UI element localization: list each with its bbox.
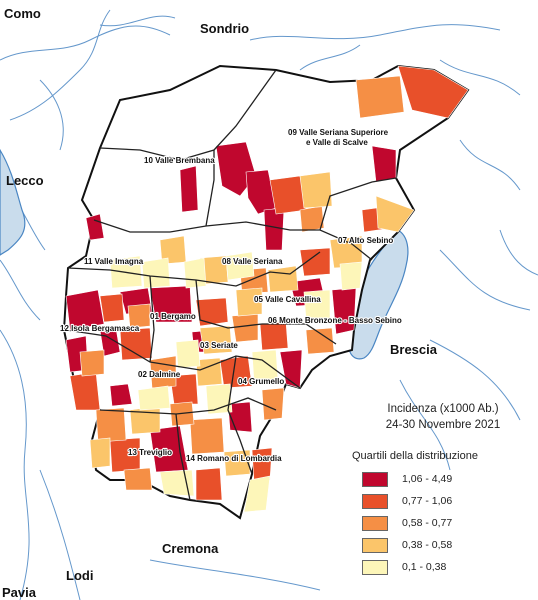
district-label: 01 Bergamo: [150, 312, 196, 321]
district-label: e Valle di Scalve: [306, 138, 368, 147]
district-label: 14 Romano di Lombardia: [186, 454, 282, 463]
district-label: 05 Valle Cavallina: [254, 295, 321, 304]
district-label: 10 Valle Brembana: [144, 156, 215, 165]
label-como: Como: [4, 6, 41, 21]
legend-item: 0,38 - 0,58: [362, 538, 522, 554]
legend-swatch: [362, 516, 388, 531]
rivers: [0, 9, 538, 600]
district-label: 12 Isola Bergamasca: [60, 324, 140, 333]
district-label: 02 Dalmine: [138, 370, 181, 379]
district-label: 09 Valle Seriana Superiore: [288, 128, 389, 137]
municipalities: [65, 65, 469, 513]
legend-item: 1,06 - 4,49: [362, 472, 522, 488]
legend-subtitle: Quartili della distribuzione: [352, 450, 478, 462]
label-pavia: Pavia: [2, 585, 37, 600]
district-label: 11 Valle Imagna: [84, 257, 144, 266]
legend-range: 0,38 - 0,58: [402, 539, 453, 551]
lake-como: [0, 148, 26, 256]
legend-title: Incidenza (x1000 Ab.) 24-30 Novembre 202…: [368, 401, 518, 433]
label-lecco: Lecco: [6, 173, 44, 188]
legend-range: 0,1 - 0,38: [402, 561, 447, 573]
legend-swatch: [362, 560, 388, 575]
district-boundaries: [65, 69, 397, 501]
district-label: 07 Alto Sebino: [338, 236, 393, 245]
label-sondrio: Sondrio: [200, 21, 249, 36]
legend-title-line1: Incidenza (x1000 Ab.): [387, 403, 499, 415]
legend-item: 0,1 - 0,38: [362, 560, 522, 576]
legend-title-line2: 24-30 Novembre 2021: [385, 419, 501, 431]
label-cremona: Cremona: [162, 541, 219, 556]
neighbor-labels: Como Sondrio Lecco Brescia Cremona Lodi …: [2, 6, 438, 600]
district-labels: 09 Valle Seriana Superiore e Valle di Sc…: [59, 127, 403, 464]
label-brescia: Brescia: [390, 342, 438, 357]
district-label: 03 Seriate: [200, 341, 238, 350]
label-lodi: Lodi: [66, 568, 93, 583]
district-label: 13 Treviglio: [128, 448, 172, 457]
legend-swatch: [362, 494, 388, 509]
legend-range: 0,58 - 0,77: [402, 517, 453, 529]
district-label: 08 Valle Seriana: [222, 257, 283, 266]
legend-item: 0,58 - 0,77: [362, 516, 522, 532]
legend-range: 1,06 - 4,49: [402, 473, 453, 485]
legend-item: 0,77 - 1,06: [362, 494, 522, 510]
legend-swatch: [362, 472, 388, 487]
legend-range: 0,77 - 1,06: [402, 495, 453, 507]
district-label: 06 Monte Bronzone - Basso Sebino: [268, 316, 402, 325]
district-label: 04 Grumello: [238, 377, 284, 386]
legend-swatch: [362, 538, 388, 553]
